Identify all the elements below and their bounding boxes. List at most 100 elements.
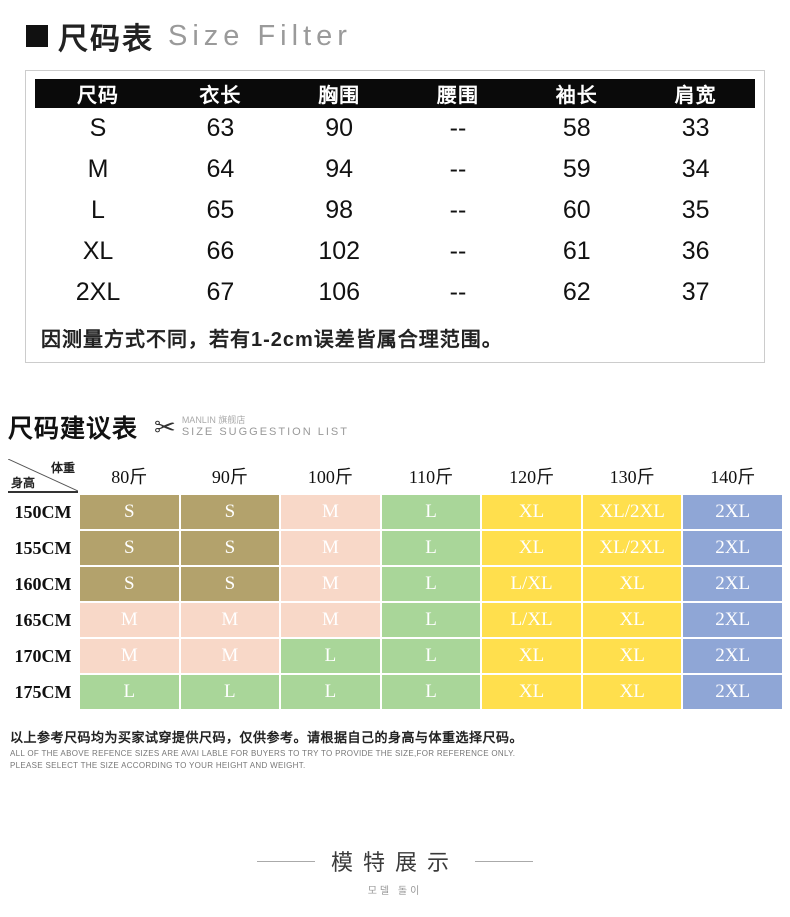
size-table-cell: 66 [206,237,235,265]
size-table-title-en: Size Filter [168,19,352,52]
size-suggestion-cell: M [281,531,380,565]
height-row-header: 155CM [14,537,72,558]
size-table-row: L 65 98 -- 60 35 [35,190,755,231]
size-table-cell: -- [449,278,467,306]
size-table-cell: 63 [206,114,235,142]
size-table-cell: XL [82,237,114,265]
size-suggestion-cell: XL/2XL [582,531,682,565]
divider-row: 模特展示 [0,845,790,877]
size-table-cell: 35 [681,196,710,224]
size-suggestion-cell: XL [582,639,682,673]
size-table-cell: 98 [325,196,354,224]
size-suggestion-cell: S [80,531,179,565]
size-suggestion-cell: M [80,639,179,673]
size-suggestion-cell: L [381,495,481,529]
size-table-col-header: 肩宽 [636,79,755,108]
suggestion-note-zh: 以上参考尺码均为买家试穿提供尺码，仅供参考。请根据自己的身高与体重选择尺码。 [10,730,524,745]
size-table-col-header: 衣长 [161,79,280,108]
size-table-cell: S [89,114,107,142]
size-suggestion-cell: L/XL [482,567,581,601]
size-table-body: S 63 90 -- 58 33 M 64 94 -- 59 34 L 65 98 -- 60 35 XL 66 102… [35,108,755,313]
size-suggestion-cell: XL [482,639,581,673]
size-suggestion-cell: XL [582,675,682,709]
size-table-row: M 64 94 -- 59 34 [35,149,755,190]
size-suggestion-cell: M [180,603,280,637]
size-suggestion-cell: L [381,639,481,673]
height-row-header: 165CM [14,609,72,630]
corner-weight-height-cell: 体重 身高 [8,459,78,493]
size-table-row: S 63 90 -- 58 33 [35,108,755,149]
suggestion-notes: 以上参考尺码均为买家试穿提供尺码，仅供参考。请根据自己的身高与体重选择尺码。 A… [10,727,790,770]
size-table-cell: 94 [325,155,354,183]
scissors-icon: ✂ [154,411,176,442]
size-table-box: 尺码 衣长 胸围 腰围 袖长 肩宽 S 63 90 -- 58 33 M 64 94 -- 59 34 L 65 98… [25,70,765,363]
size-suggestion-cell: 2XL [683,531,782,565]
size-suggestion-cell: M [281,603,380,637]
weight-column-header: 90斤 [211,467,248,487]
height-row-header: 150CM [14,501,72,522]
size-suggestion-cell: S [80,495,179,529]
weight-column-header: 100斤 [307,467,353,487]
divider-line-right [475,860,533,862]
size-table-cell: 60 [562,196,591,224]
model-display-subtitle: 모델 돌이 [367,886,423,897]
size-table-cell: -- [449,237,467,265]
suggestion-grid: 体重 身高 80斤 90斤 100斤 110斤 120斤 130斤 140斤 150CM S S M L X… [8,459,782,709]
suggestion-subtitle-block: MANLIN 旗舰店 SIZE SUGGESTION LIST [182,415,349,439]
model-display-divider: 模特展示 모델 돌이 [0,845,790,897]
size-table-col-header: 腰围 [398,79,518,108]
size-table-cell: 37 [681,278,710,306]
size-suggestion-cell: XL [482,531,581,565]
size-table-header: 尺码表 Size Filter [0,0,790,58]
size-suggestion-cell: L [281,639,380,673]
size-table-head-row: 尺码 衣长 胸围 腰围 袖长 肩宽 [35,79,755,108]
size-table-cell: L [91,196,105,224]
size-table-cell: 102 [318,237,361,265]
size-table-cell: 61 [562,237,591,265]
size-table-cell: 67 [206,278,235,306]
size-suggestion-cell: M [281,567,380,601]
size-suggestion-cell: L [180,675,280,709]
size-table-cell: 90 [325,114,354,142]
brand-label: MANLIN 旗舰店 [181,415,246,425]
size-suggestion-cell: XL [582,567,682,601]
size-suggestion-cell: L [80,675,179,709]
suggestion-title-zh: 尺码建议表 [8,415,139,443]
suggestion-subtitle-en: SIZE SUGGESTION LIST [181,425,349,438]
size-table-cell: 62 [562,278,591,306]
size-suggestion-cell: L [281,675,380,709]
size-suggestion-cell: XL [482,675,581,709]
size-table-cell: -- [449,114,467,142]
size-suggestion-cell: S [180,567,280,601]
suggestion-note-en-2: PLEASE SELECT THE SIZE ACCORDING TO YOUR… [10,761,306,770]
weight-column-header: 130斤 [609,467,655,487]
suggestion-note-en-1: ALL OF THE ABOVE REFENCE SIZES ARE AVAI … [10,749,516,758]
size-table: 尺码 衣长 胸围 腰围 袖长 肩宽 S 63 90 -- 58 33 M 64 94 -- 59 34 L 65 98… [35,79,755,313]
size-table-title-zh: 尺码表 [58,23,154,56]
size-suggestion-cell: M [180,639,280,673]
size-table-row: XL 66 102 -- 61 36 [35,231,755,272]
height-row-header: 175CM [14,681,72,702]
size-table-cell: M [87,155,109,183]
size-suggestion-cell: XL/2XL [582,495,682,529]
height-row-header: 160CM [14,573,72,594]
suggestion-header: 尺码建议表 ✂ MANLIN 旗舰店 SIZE SUGGESTION LIST [8,409,790,445]
size-suggestion-cell: L [381,567,481,601]
size-table-cell: 33 [681,114,710,142]
height-row-header: 170CM [14,645,72,666]
size-suggestion-cell: L [381,531,481,565]
size-suggestion-cell: L/XL [482,603,581,637]
size-suggestion-cell: L [381,675,481,709]
size-table-cell: 65 [206,196,235,224]
divider-line-left [256,860,315,862]
corner-height-label: 身高 [11,476,36,490]
weight-column-header: 80斤 [111,467,148,487]
size-suggestion-cell: M [80,603,179,637]
size-table-col-header: 袖长 [517,79,637,108]
size-table-cell: -- [449,155,467,183]
size-table-col-header: 尺码 [35,79,161,108]
black-square-icon [26,25,48,47]
size-suggestion-cell: 2XL [683,603,782,637]
size-table-col-header: 胸围 [279,79,399,108]
